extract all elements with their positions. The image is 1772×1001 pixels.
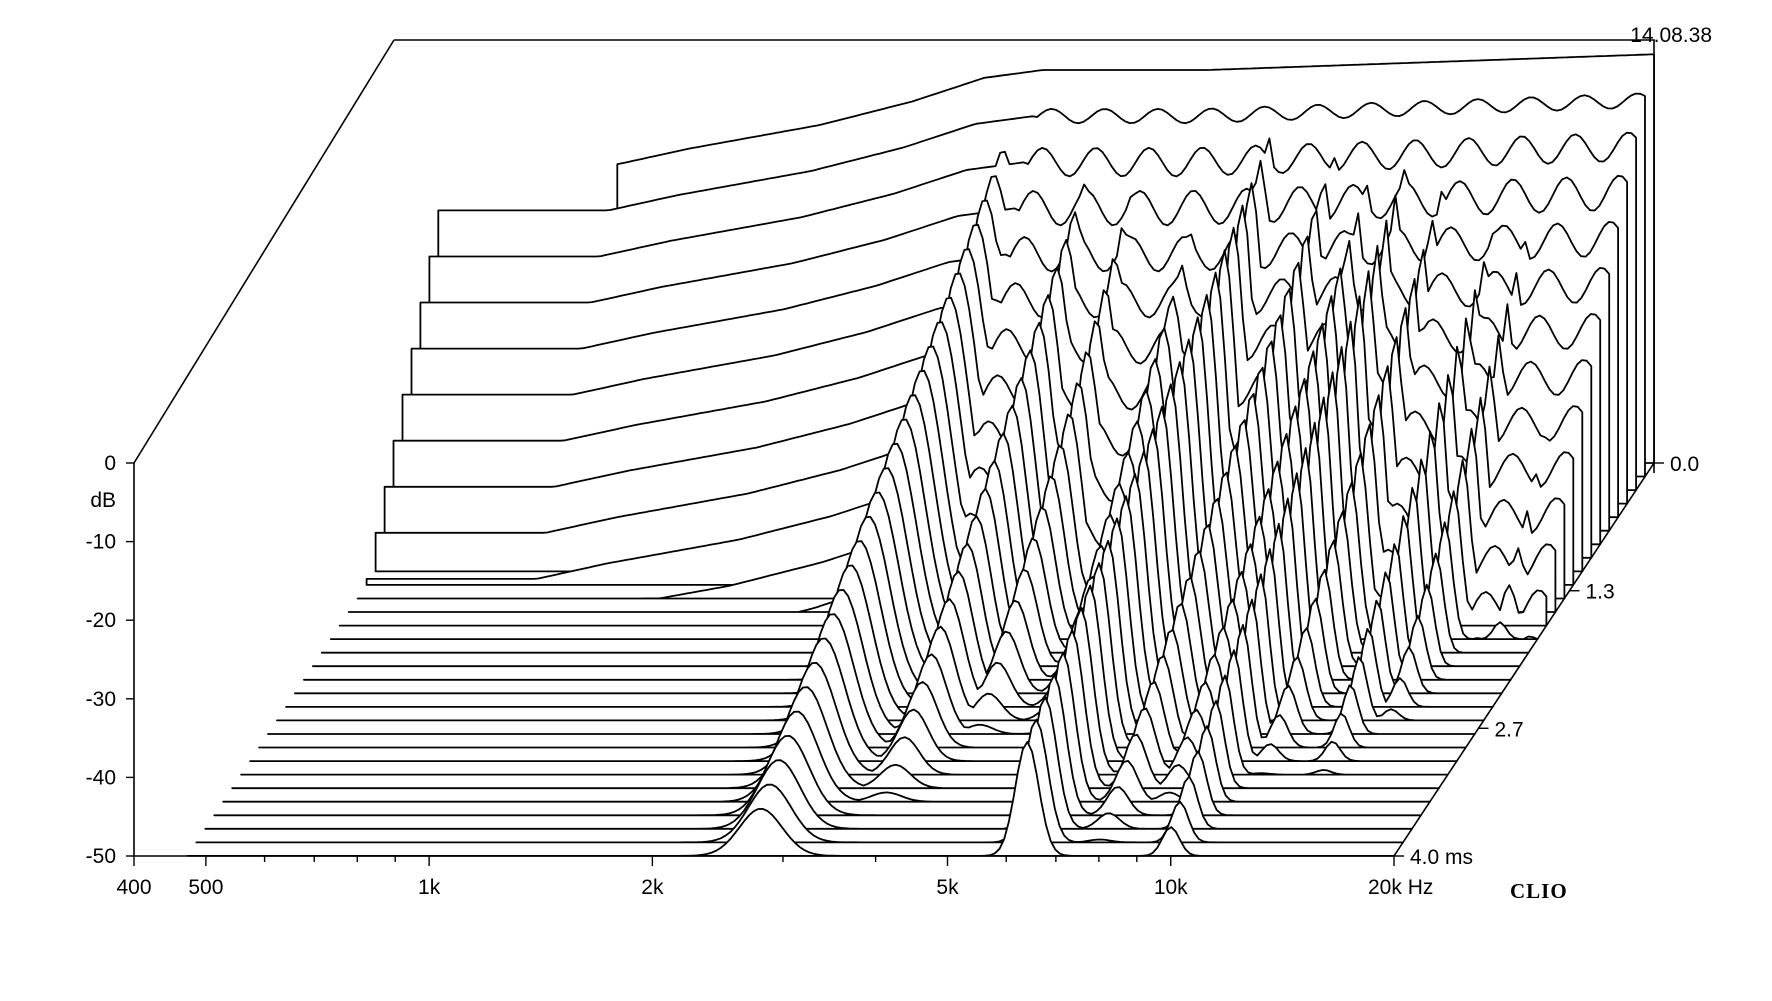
x-tick-label: 1k — [418, 876, 441, 899]
z-tick-label: 2.7 — [1495, 718, 1524, 741]
x-tick-label: 5k — [936, 876, 959, 899]
axes: 400 500 1k 2k 5k 10k 20k Hz 0 -10 -20 -30 -40 -50 dB 0… — [86, 452, 1700, 899]
timestamp: 14.08.38 — [1630, 24, 1712, 47]
y-tick-label: -20 — [86, 609, 116, 632]
x-tick-label: 400 — [116, 876, 151, 899]
x-tick-label: 500 — [188, 876, 223, 899]
z-tick-label: 4.0 ms — [1410, 846, 1473, 869]
decay-slice-20 — [267, 539, 1476, 735]
z-axis-line — [1393, 462, 1655, 857]
decay-slice-21 — [258, 562, 1467, 749]
x-tick-label: 10k — [1154, 876, 1188, 899]
y-unit-label: dB — [90, 489, 116, 512]
decay-slices — [186, 53, 1655, 857]
y-tick-label: -30 — [86, 688, 116, 711]
decay-slice-23 — [240, 606, 1449, 776]
decay-slice-24 — [231, 629, 1440, 790]
decay-slice-28 — [195, 718, 1404, 844]
z-tick-label: 0.0 — [1670, 453, 1699, 476]
y-tick-label: -10 — [86, 531, 116, 554]
y-tick-label: -50 — [86, 845, 116, 868]
y-tick-label: 0 — [104, 452, 116, 475]
decay-slice-26 — [213, 674, 1422, 817]
decay-slice-27 — [204, 696, 1413, 830]
y-tick-label: -40 — [86, 766, 116, 789]
decay-slice-29 — [186, 741, 1395, 857]
x-tick-label: 2k — [641, 876, 664, 899]
z-tick-label: 1.3 — [1586, 581, 1615, 604]
clio-brand: CLIO — [1510, 879, 1568, 903]
x-tick-label: 20k Hz — [1368, 876, 1433, 899]
decay-slice-22 — [249, 584, 1458, 762]
decay-slice-25 — [222, 651, 1431, 803]
